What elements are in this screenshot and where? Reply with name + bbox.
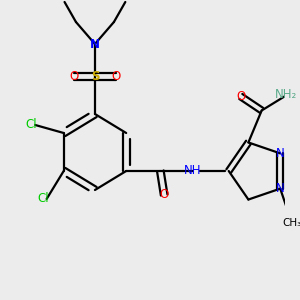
Text: S: S	[91, 70, 99, 83]
Text: N: N	[276, 147, 285, 160]
Text: N: N	[276, 182, 285, 195]
Text: NH: NH	[184, 164, 201, 178]
Text: O: O	[236, 90, 245, 103]
Text: O: O	[111, 70, 120, 83]
Text: Cl: Cl	[26, 118, 37, 131]
Text: O: O	[160, 188, 169, 202]
Text: O: O	[69, 70, 79, 83]
Text: NH₂: NH₂	[275, 88, 298, 101]
Text: Cl: Cl	[37, 193, 49, 206]
Text: CH₃: CH₃	[282, 218, 300, 228]
Text: N: N	[90, 38, 100, 50]
